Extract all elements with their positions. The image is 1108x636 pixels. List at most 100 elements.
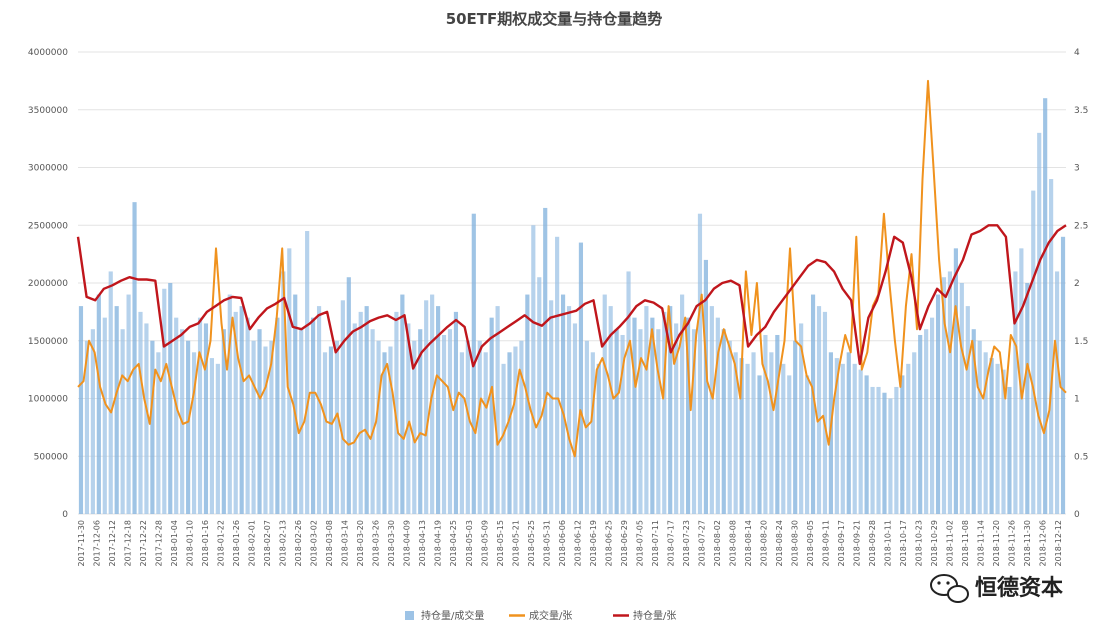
x-tick-label: 2018-03-02: [310, 520, 319, 567]
bar: [674, 323, 679, 514]
x-tick-label: 2018-04-19: [434, 520, 443, 567]
bar: [900, 375, 905, 514]
x-tick-label: 2018-02-01: [248, 520, 257, 567]
bar: [316, 306, 322, 514]
x-tick-label: 2018-09-17: [837, 520, 846, 567]
bar: [328, 346, 334, 514]
x-tick-label: 2018-03-14: [341, 520, 350, 567]
x-tick-label: 2018-05-31: [542, 520, 551, 567]
x-tick-label: 2018-08-14: [744, 520, 753, 567]
x-tick-label: 2018-06-19: [589, 520, 598, 567]
bar: [906, 363, 911, 514]
bar: [287, 248, 292, 514]
bar: [370, 329, 375, 514]
bar: [596, 363, 601, 514]
y-right-tick-label: 1.5: [1074, 337, 1088, 347]
bar: [340, 300, 345, 514]
x-tick-label: 2018-06-25: [604, 520, 613, 567]
bar: [96, 294, 101, 514]
bar: [251, 340, 256, 514]
bar: [197, 317, 203, 514]
bar: [531, 225, 536, 514]
x-tick-label: 2018-06-06: [558, 520, 567, 567]
x-tick-label: 2018-08-20: [759, 520, 768, 567]
bar: [400, 294, 405, 514]
bar: [894, 386, 899, 514]
y-axis-right: 0 0.5 1 1.5 2 2.5 3 3.5 4: [1074, 48, 1088, 520]
x-tick-label: 2018-05-25: [527, 520, 536, 567]
x-tick-label: 2018-02-07: [263, 520, 272, 567]
bar: [221, 329, 226, 514]
bar: [376, 340, 381, 514]
bar: [840, 363, 845, 514]
bar: [162, 288, 167, 514]
bar: [995, 363, 1000, 514]
bar: [150, 340, 155, 514]
y-right-tick-label: 2: [1074, 279, 1080, 289]
bar: [394, 311, 399, 515]
bar: [1013, 271, 1018, 514]
bar: [501, 363, 506, 514]
bar: [935, 294, 941, 514]
x-tick-label: 2017-11-30: [77, 520, 86, 567]
bar: [953, 248, 958, 514]
bar: [918, 334, 923, 514]
bar: [805, 375, 810, 514]
x-tick-label: 2018-05-15: [496, 520, 505, 567]
bar: [305, 231, 310, 514]
bar: [447, 329, 453, 514]
x-tick-label: 2018-07-23: [682, 520, 691, 567]
y-right-tick-label: 1: [1074, 395, 1080, 405]
bar: [418, 329, 423, 514]
bar: [846, 352, 851, 514]
bar: [959, 283, 964, 514]
bar: [275, 317, 280, 514]
bar: [977, 340, 982, 514]
y-left-tick-label: 2500000: [28, 221, 68, 231]
bar: [870, 386, 875, 514]
x-tick-label: 2018-09-05: [806, 520, 815, 567]
y-right-tick-label: 0: [1074, 510, 1080, 520]
volume-line: [77, 79, 1067, 458]
x-tick-label: 2018-04-25: [449, 520, 458, 567]
bar: [745, 363, 750, 514]
bar: [727, 340, 732, 514]
bar: [787, 375, 792, 514]
bar: [626, 271, 631, 514]
x-tick-label: 2018-01-16: [201, 520, 210, 567]
bar: [680, 294, 685, 514]
x-tick-label: 2018-09-21: [853, 520, 862, 567]
x-tick-label: 2017-12-12: [108, 520, 117, 567]
x-tick-label: 2018-10-23: [915, 520, 924, 567]
y-left-tick-label: 4000000: [28, 48, 68, 58]
bar: [233, 311, 238, 515]
x-tick-label: 2018-12-12: [1054, 520, 1063, 567]
bar: [638, 329, 643, 514]
bar: [650, 317, 655, 514]
bar: [186, 340, 191, 514]
bar: [459, 352, 464, 514]
bar: [930, 317, 935, 514]
x-tick-label: 2018-02-26: [294, 520, 303, 567]
bar: [132, 202, 137, 514]
bar: [793, 340, 798, 514]
x-tick-label: 2018-06-29: [620, 520, 629, 567]
bar: [1007, 386, 1012, 514]
bar: [293, 294, 298, 514]
bar: [513, 346, 518, 514]
bar: [560, 294, 566, 514]
x-tick-label: 2018-11-02: [946, 520, 955, 567]
bar: [852, 363, 857, 514]
x-tick-label: 2018-10-17: [899, 520, 908, 567]
bar: [614, 329, 619, 514]
y-left-tick-label: 1500000: [28, 337, 68, 347]
bar: [436, 306, 441, 514]
bar: [322, 352, 328, 514]
bar: [941, 277, 947, 514]
bar: [769, 352, 774, 514]
x-tick-label: 2018-07-27: [697, 520, 706, 567]
bar: [382, 352, 387, 514]
bar: [311, 317, 316, 514]
bar: [763, 334, 768, 514]
x-tick-label: 2018-04-13: [418, 520, 427, 567]
